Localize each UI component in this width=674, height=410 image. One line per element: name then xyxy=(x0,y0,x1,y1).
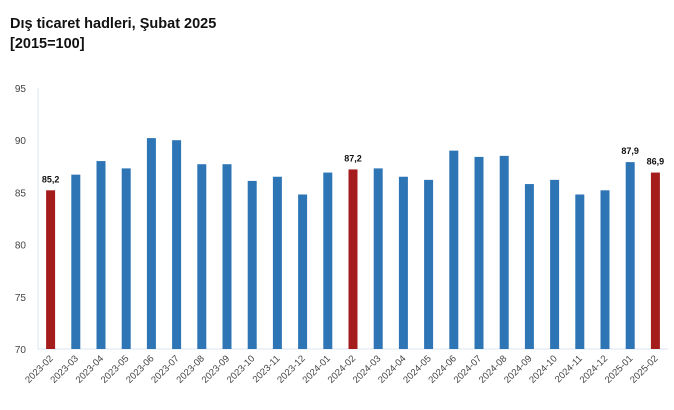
x-tick-label: 2023-10 xyxy=(225,353,257,385)
y-tick-label: 90 xyxy=(15,136,27,147)
y-tick-label: 95 xyxy=(15,84,27,95)
bar-2023-12 xyxy=(298,194,308,349)
bar-2023-06 xyxy=(146,138,156,349)
y-tick-label: 80 xyxy=(15,241,27,252)
bar-2023-07 xyxy=(172,140,182,349)
chart-title-text: Dış ticaret hadleri, Şubat 2025 xyxy=(10,16,217,32)
x-tick-label: 2024-10 xyxy=(527,353,559,385)
data-label: 87,2 xyxy=(344,153,362,163)
x-tick-label: 2025-02 xyxy=(628,353,660,385)
bar-2024-12 xyxy=(600,190,610,349)
bar-2024-07 xyxy=(474,156,484,349)
bar-2025-02 xyxy=(650,172,660,349)
chart-title: Dış ticaret hadleri, Şubat 2025 [2015=10… xyxy=(10,14,216,54)
y-tick-label: 70 xyxy=(15,345,27,356)
bar-2025-01 xyxy=(625,162,635,349)
bar-2023-09 xyxy=(222,164,232,349)
bar-2024-03 xyxy=(373,168,383,349)
y-tick-label: 85 xyxy=(15,188,27,199)
bar-2024-04 xyxy=(398,176,408,349)
data-label: 86,9 xyxy=(647,157,665,167)
bar-2024-02 xyxy=(348,169,358,349)
data-label: 85,2 xyxy=(42,174,60,184)
bar-2024-10 xyxy=(550,179,560,349)
chart-subtitle: [2015=100] xyxy=(10,36,85,52)
bar-2024-06 xyxy=(449,150,459,349)
bar-2024-09 xyxy=(524,184,534,349)
bar-2023-04 xyxy=(96,161,106,349)
bar-2023-10 xyxy=(247,180,257,349)
bar-2024-05 xyxy=(424,179,434,349)
bar-2024-08 xyxy=(499,155,509,349)
y-tick-label: 75 xyxy=(15,293,27,304)
bar-2023-05 xyxy=(121,168,131,349)
data-label: 87,9 xyxy=(621,146,639,156)
bar-2024-11 xyxy=(575,194,585,349)
bar-2023-11 xyxy=(272,176,282,349)
bar-2023-08 xyxy=(197,164,207,349)
bar-2023-02 xyxy=(46,190,56,349)
bar-2023-03 xyxy=(71,174,81,349)
bar-2024-01 xyxy=(323,172,333,349)
